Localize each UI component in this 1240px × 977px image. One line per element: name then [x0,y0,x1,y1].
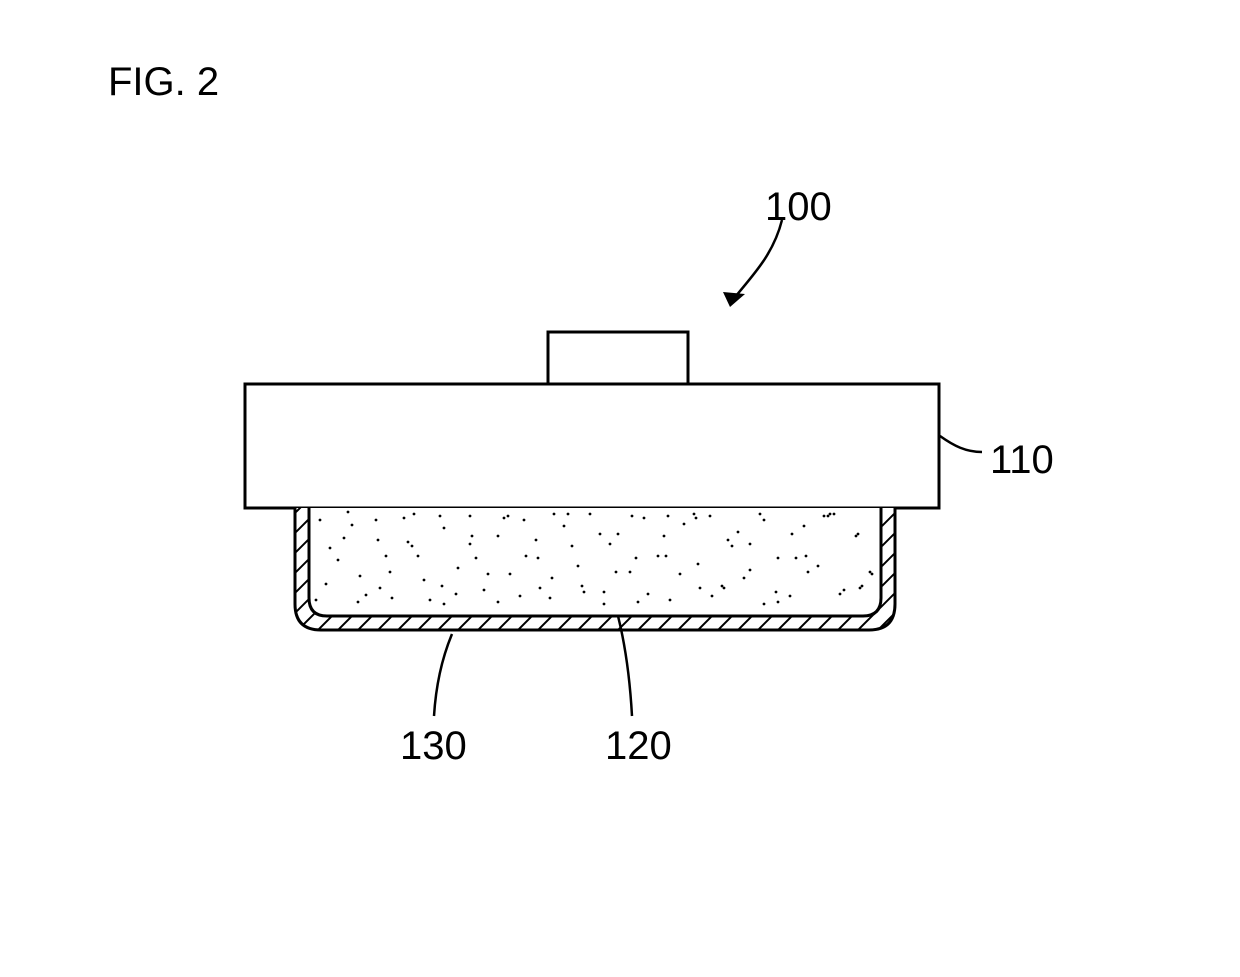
ref-130: 130 [400,724,467,769]
leader-100 [735,220,782,297]
arrow-100 [723,292,745,307]
ref-100: 100 [765,185,832,230]
top-block [548,332,688,384]
ref-110: 110 [990,438,1054,483]
figure-label: FIG. 2 [108,60,219,105]
inner-container [309,508,881,616]
leader-130 [434,634,452,716]
body-block [245,384,939,508]
figure-diagram [0,0,1240,977]
ref-120: 120 [605,724,672,769]
leader-110 [940,436,982,452]
